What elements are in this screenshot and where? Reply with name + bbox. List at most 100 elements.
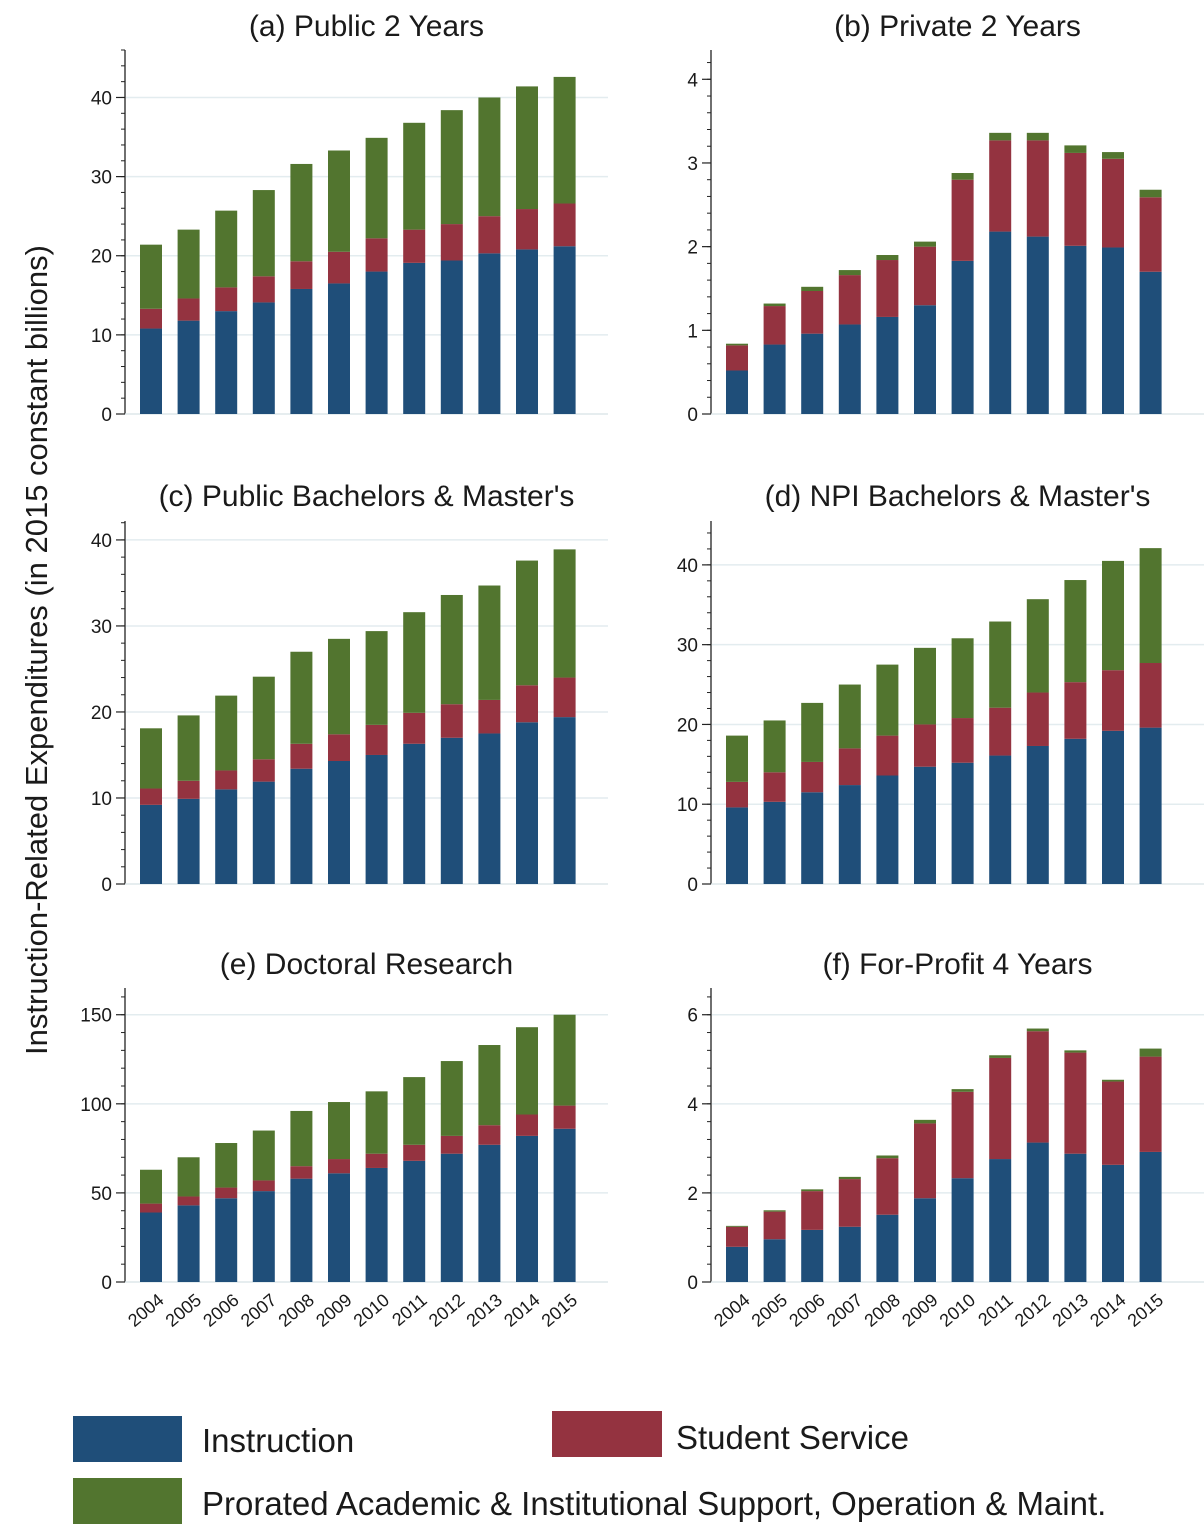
bar-support-2011 [989,1055,1012,1058]
bar-student-service-2012 [440,704,463,738]
x-tick-label: 2012 [425,1290,469,1331]
bar-instruction-2007 [252,781,275,884]
bar-student-service-2012 [440,224,463,261]
bar-instruction-2004 [726,370,748,414]
bar-student-service-2008 [876,735,899,776]
bar-support-2011 [989,621,1012,708]
y-tick-label: 3 [687,154,698,175]
bar-support-2005 [177,715,200,781]
bar-support-2009 [328,1102,350,1160]
bar-instruction-2012 [1026,1142,1049,1282]
bar-support-2006 [801,286,824,291]
bar-instruction-2008 [876,1214,899,1282]
x-tick-label: 2007 [823,1290,867,1331]
bar-support-2013 [1064,580,1087,683]
x-tick-label: 2005 [748,1290,792,1331]
bar-student-service-2013 [1064,152,1087,246]
bar-student-service-2010 [951,179,974,261]
bar-student-service-2011 [403,229,426,263]
y-axis-label: Instruction-Related Expenditures (in 201… [19,245,54,1055]
bar-instruction-2009 [328,760,350,884]
bar-instruction-2014 [1102,247,1124,414]
bar-support-2014 [1102,152,1124,159]
bar-instruction-2006 [801,792,824,884]
bar-support-2005 [177,1157,200,1197]
bar-support-2004 [140,244,162,309]
bar-student-service-2008 [290,261,313,289]
y-tick-label: 2 [687,1184,698,1205]
bar-support-2015 [1139,1048,1162,1057]
bar-instruction-2006 [215,789,238,884]
chart-panel-b: (b) Private 2 Years 0 1 2 3 4 [687,10,1204,426]
y-tick-label: 10 [677,795,698,816]
bar-support-2014 [1102,1079,1124,1082]
bar-support-2008 [290,163,313,262]
bar-instruction-2014 [516,249,538,414]
bar-student-service-2007 [252,759,275,782]
bar-student-service-2007 [838,748,861,786]
bar-instruction-2011 [989,231,1012,414]
bar-instruction-2015 [553,246,576,414]
bar-support-2009 [328,150,350,252]
bar-instruction-2004 [726,1246,748,1282]
bar-support-2005 [763,720,786,773]
bar-student-service-2008 [876,1158,899,1215]
bar-student-service-2005 [763,1211,786,1240]
y-tick-label: 1 [687,321,698,342]
bar-support-2014 [516,560,538,686]
bar-support-2013 [1064,1050,1087,1053]
bar-student-service-2008 [290,743,313,769]
chart-panel-a: (a) Public 2 Years 0 10 20 30 40 [91,10,608,426]
bar-student-service-2004 [140,308,162,329]
bar-student-service-2015 [1139,197,1162,272]
bar-student-service-2009 [914,724,936,767]
x-tick-label: 2005 [162,1290,206,1331]
y-tick-label: 2 [687,238,698,259]
bar-student-service-2009 [328,251,350,284]
bar-support-2006 [215,210,238,288]
bar-support-2004 [726,1225,748,1227]
bar-support-2012 [1026,1028,1049,1032]
x-tick-label: 2013 [1048,1290,1092,1331]
bar-support-2006 [215,695,238,771]
x-tick-label: 2008 [860,1290,904,1331]
bar-instruction-2012 [440,737,463,884]
bar-instruction-2010 [365,1167,388,1282]
bar-student-service-2015 [553,203,576,247]
chart-title: (d) NPI Bachelors & Master's [765,480,1151,513]
bar-student-service-2006 [801,1191,824,1230]
bar-support-2008 [290,651,313,744]
x-tick-label: 2014 [1086,1290,1130,1331]
bar-instruction-2011 [989,1159,1012,1282]
bar-instruction-2008 [876,316,899,414]
bar-support-2013 [1064,145,1087,153]
x-tick-label: 2008 [274,1290,318,1331]
bar-instruction-2005 [763,801,786,884]
bar-support-2015 [1139,189,1162,198]
y-tick-label: 40 [677,556,698,577]
bar-instruction-2008 [876,775,899,884]
bar-student-service-2013 [478,216,501,254]
bar-instruction-2004 [726,807,748,884]
bar-instruction-2005 [177,1205,200,1282]
bar-support-2009 [914,1119,936,1124]
chart-title: (b) Private 2 Years [834,10,1081,43]
x-tick-label: 2009 [898,1290,942,1331]
bar-instruction-2009 [328,283,350,414]
y-tick-label: 6 [687,1006,698,1027]
bar-instruction-2011 [403,743,426,884]
bar-student-service-2011 [989,1057,1012,1160]
x-tick-label: 2015 [1124,1290,1168,1331]
bar-support-2014 [1102,560,1124,671]
bar-student-service-2012 [1026,1031,1049,1143]
bar-support-2004 [140,728,162,789]
chart-title: (c) Public Bachelors & Master's [159,480,575,513]
bar-instruction-2006 [215,1198,238,1282]
bar-student-service-2006 [215,770,238,790]
bar-student-service-2006 [215,1187,238,1199]
bar-student-service-2010 [951,1091,974,1179]
bar-support-2012 [440,594,463,705]
y-tick-label: 4 [687,1095,698,1116]
bar-instruction-2009 [914,1198,936,1282]
bar-student-service-2014 [1102,158,1124,248]
